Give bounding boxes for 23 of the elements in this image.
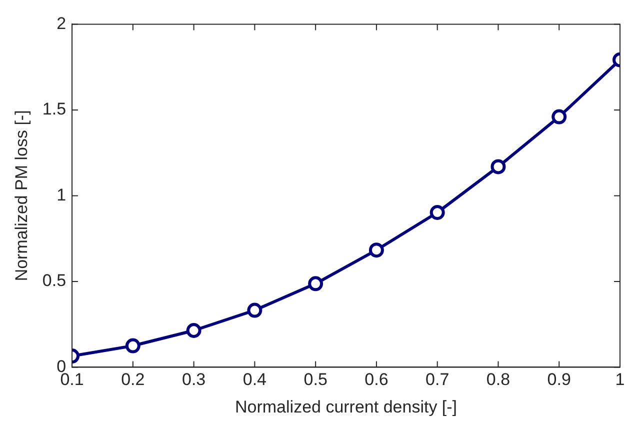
x-tick-label: 0.7 — [426, 370, 450, 390]
y-axis-title: Normalized PM loss [-] — [12, 110, 31, 282]
point — [430, 205, 445, 220]
x-tick-label: 0.6 — [364, 370, 388, 390]
y-tick-label: 1.5 — [42, 100, 66, 119]
point — [308, 276, 324, 292]
x-axis-title: Normalized current density [-] — [235, 397, 458, 416]
y-tick-label: 2 — [56, 14, 66, 33]
x-tick-label: 0.3 — [182, 370, 206, 390]
x-tick-label: 1 — [615, 370, 625, 390]
y-tick-label: 0.5 — [42, 271, 66, 290]
point — [186, 323, 202, 338]
x-tick-label: 0.8 — [486, 370, 510, 390]
x-tick-label: 0.9 — [547, 370, 571, 390]
point — [247, 302, 262, 318]
x-tick-label: 0.4 — [242, 370, 267, 390]
x-tick-label: 0.5 — [304, 370, 328, 390]
point — [490, 159, 506, 174]
point — [125, 338, 140, 354]
x-tick-label: 0.2 — [121, 370, 145, 390]
y-tick-label: 1 — [56, 185, 66, 204]
point — [552, 109, 567, 124]
point — [368, 242, 384, 258]
